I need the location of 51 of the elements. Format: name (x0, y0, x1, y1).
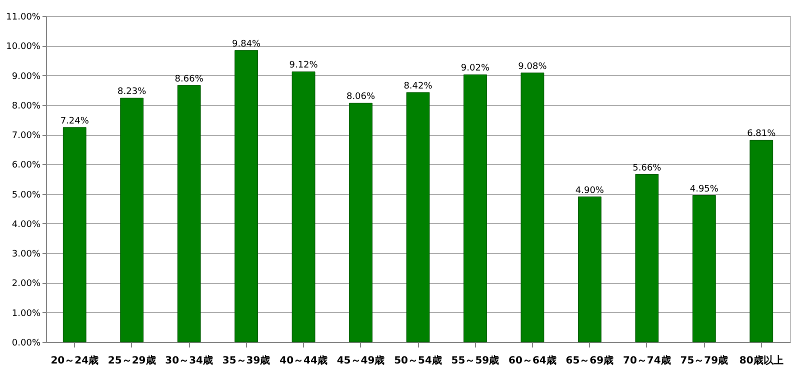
bar (177, 85, 201, 342)
x-tick-label: 30～34歳 (165, 354, 213, 366)
bar (464, 74, 487, 342)
data-label: 8.66% (174, 74, 204, 84)
y-tick-label: 7.00% (12, 131, 41, 142)
bar (120, 98, 144, 342)
x-tick-label: 40～44歳 (280, 354, 328, 366)
data-label: 8.42% (404, 81, 433, 92)
bar (406, 92, 430, 342)
y-tick-label: 3.00% (12, 250, 41, 260)
data-label: 8.06% (346, 92, 376, 102)
y-tick-label: 11.00% (6, 12, 41, 22)
data-label: 9.02% (460, 64, 490, 74)
x-tick-label: 80歳以上 (739, 354, 784, 366)
y-tick-label: 1.00% (12, 308, 41, 319)
y-tick-label: 10.00% (6, 42, 41, 52)
x-tick-label: 75～79歳 (680, 354, 728, 366)
bar (349, 102, 372, 342)
y-tick-label: 9.00% (12, 72, 41, 82)
bar (578, 196, 602, 342)
bar (234, 50, 258, 342)
bar (692, 195, 716, 342)
x-tick-label: 65～69歳 (566, 354, 614, 366)
y-tick-label: 8.00% (12, 101, 41, 112)
x-tick-label: 60～64歳 (508, 354, 556, 366)
x-tick-label: 25～29歳 (108, 354, 156, 366)
data-label: 7.24% (60, 116, 90, 126)
bar (292, 71, 316, 342)
bar (62, 127, 86, 342)
x-tick-label: 55～59歳 (451, 354, 500, 366)
y-tick-label: 4.00% (12, 220, 41, 230)
data-label: 4.90% (575, 186, 604, 196)
x-tick-label: 35～39歳 (222, 354, 270, 366)
bar (750, 140, 774, 342)
y-tick-label: 6.00% (12, 160, 41, 171)
y-tick-label: 2.00% (12, 279, 41, 290)
x-tick-label: 45～49歳 (336, 354, 385, 366)
y-tick-label: 5.00% (12, 190, 41, 200)
x-tick-label: 70～74歳 (623, 354, 671, 366)
bar (520, 72, 544, 342)
x-tick-label: 50～54歳 (394, 354, 442, 366)
data-label: 5.66% (632, 163, 662, 174)
data-label: 9.08% (518, 62, 548, 72)
data-label: 4.95% (690, 184, 719, 194)
data-label: 8.23% (118, 87, 147, 98)
bar (635, 174, 659, 342)
data-label: 9.84% (232, 39, 262, 50)
x-tick-label: 20～24歳 (50, 354, 99, 366)
y-tick-label: 0.00% (12, 338, 41, 348)
data-label: 9.12% (289, 60, 318, 71)
data-label: 6.81% (747, 129, 776, 140)
